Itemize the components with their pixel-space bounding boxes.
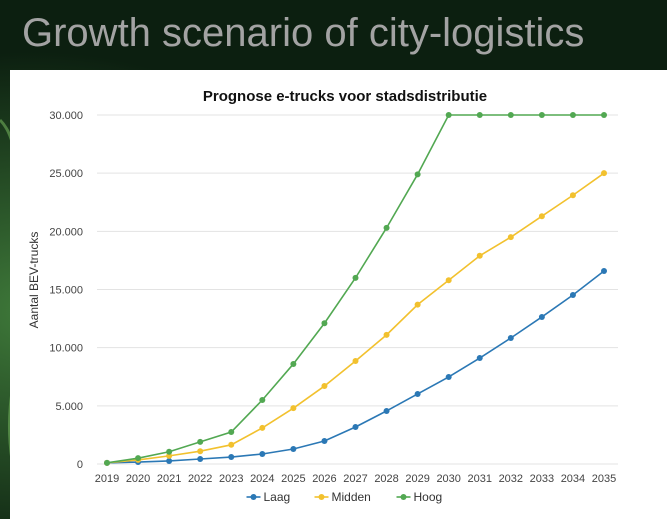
x-tick-label: 2032 <box>499 473 523 485</box>
data-point <box>539 213 545 219</box>
x-tick-label: 2026 <box>312 473 336 485</box>
data-point <box>197 456 203 462</box>
chart-panel <box>10 70 667 519</box>
y-tick-label: 0 <box>77 459 83 471</box>
data-point <box>321 438 327 444</box>
data-point <box>508 335 514 341</box>
legend-label: Hoog <box>414 490 443 504</box>
data-point <box>321 383 327 389</box>
data-point <box>539 112 545 118</box>
data-point <box>321 320 327 326</box>
y-tick-label: 10.000 <box>49 343 83 355</box>
data-point <box>228 429 234 435</box>
data-point <box>135 455 141 461</box>
x-tick-label: 2029 <box>405 473 429 485</box>
y-tick-label: 30.000 <box>49 110 83 122</box>
y-tick-label: 5.000 <box>55 401 83 413</box>
data-point <box>166 458 172 464</box>
data-point <box>601 268 607 274</box>
data-point <box>446 277 452 283</box>
data-point <box>104 460 110 466</box>
x-tick-label: 2022 <box>188 473 212 485</box>
legend-marker <box>319 494 325 500</box>
x-tick-label: 2033 <box>530 473 554 485</box>
page: Growth scenario of city-logistics Progno… <box>0 0 667 519</box>
data-point <box>259 397 265 403</box>
legend-marker <box>251 494 257 500</box>
data-point <box>446 374 452 380</box>
data-point <box>415 302 421 308</box>
data-point <box>477 112 483 118</box>
x-tick-label: 2035 <box>592 473 616 485</box>
data-point <box>384 225 390 231</box>
y-tick-label: 20.000 <box>49 226 83 238</box>
x-tick-label: 2019 <box>95 473 119 485</box>
x-tick-label: 2025 <box>281 473 305 485</box>
x-tick-label: 2021 <box>157 473 181 485</box>
data-point <box>446 112 452 118</box>
x-tick-label: 2031 <box>468 473 492 485</box>
data-point <box>353 275 359 281</box>
data-point <box>228 442 234 448</box>
data-point <box>477 355 483 361</box>
legend-label: Midden <box>332 490 371 504</box>
x-tick-label: 2020 <box>126 473 150 485</box>
data-point <box>570 292 576 298</box>
x-tick-label: 2024 <box>250 473 274 485</box>
data-point <box>290 361 296 367</box>
data-point <box>259 451 265 457</box>
data-point <box>353 358 359 364</box>
x-tick-label: 2028 <box>374 473 398 485</box>
legend-marker <box>401 494 407 500</box>
x-tick-label: 2034 <box>561 473 585 485</box>
data-point <box>384 332 390 338</box>
data-point <box>508 234 514 240</box>
data-point <box>228 454 234 460</box>
data-point <box>259 425 265 431</box>
x-tick-label: 2030 <box>436 473 460 485</box>
y-tick-label: 15.000 <box>49 285 83 297</box>
data-point <box>415 391 421 397</box>
data-point <box>384 408 390 414</box>
legend-label: Laag <box>264 490 291 504</box>
data-point <box>508 112 514 118</box>
data-point <box>477 253 483 259</box>
data-point <box>290 446 296 452</box>
data-point <box>570 192 576 198</box>
data-point <box>601 112 607 118</box>
y-axis-label: Aantal BEV-trucks <box>27 232 41 329</box>
data-point <box>166 449 172 455</box>
data-point <box>353 424 359 430</box>
data-point <box>197 448 203 454</box>
y-tick-label: 25.000 <box>49 168 83 180</box>
slide-title: Growth scenario of city-logistics <box>22 11 584 55</box>
x-tick-label: 2027 <box>343 473 367 485</box>
data-point <box>290 405 296 411</box>
chart-title: Prognose e-trucks voor stadsdistributie <box>203 88 487 105</box>
slide: Growth scenario of city-logistics Progno… <box>0 0 667 519</box>
data-point <box>601 170 607 176</box>
data-point <box>539 314 545 320</box>
data-point <box>415 171 421 177</box>
data-point <box>197 439 203 445</box>
x-tick-label: 2023 <box>219 473 243 485</box>
data-point <box>570 112 576 118</box>
